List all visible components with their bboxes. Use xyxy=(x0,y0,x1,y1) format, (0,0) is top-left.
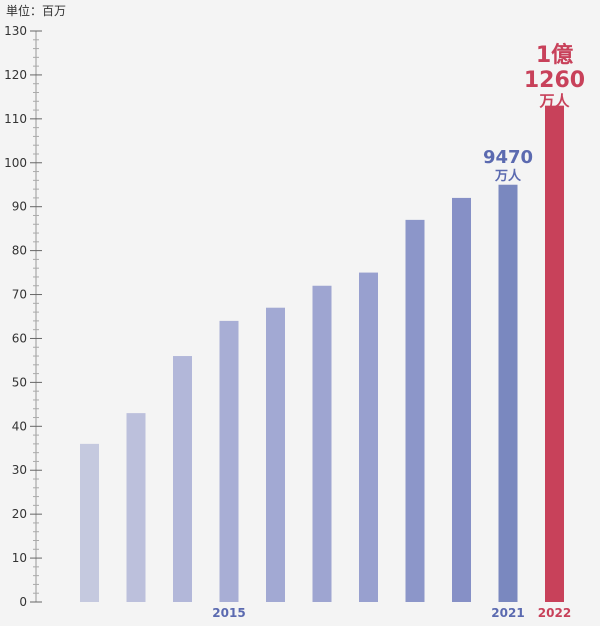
bar xyxy=(545,105,564,603)
y-tick-label: 110 xyxy=(4,112,27,126)
x-tick-label: 2022 xyxy=(538,606,571,620)
annotation-2022-unit: 万人 xyxy=(538,92,570,110)
y-tick-label: 40 xyxy=(12,419,27,433)
bar xyxy=(498,184,518,602)
y-tick-label: 70 xyxy=(12,288,27,302)
y-tick-label: 10 xyxy=(12,551,27,565)
annotation-2021-value: 9470 xyxy=(483,147,533,168)
bar xyxy=(80,443,99,602)
bar xyxy=(219,320,239,602)
y-tick-label: 90 xyxy=(12,200,27,214)
y-tick-label: 50 xyxy=(12,375,27,389)
y-tick-label: 100 xyxy=(4,156,27,170)
bar xyxy=(173,356,192,602)
bar xyxy=(359,272,378,602)
bar xyxy=(405,219,425,602)
y-tick-label: 30 xyxy=(12,463,27,477)
x-tick-labels: 2015 2021 2022 xyxy=(212,606,571,620)
annotation-2021-unit: 万人 xyxy=(494,168,522,184)
x-tick-label: 2021 xyxy=(491,606,524,620)
unit-label: 単位：百万 xyxy=(6,3,66,18)
bar xyxy=(452,197,471,602)
y-axis xyxy=(30,30,42,603)
y-tick-label: 60 xyxy=(12,331,27,345)
bars xyxy=(80,105,564,603)
y-tick-labels: 0 10 20 30 40 50 60 70 80 90 100 110 120 130 xyxy=(4,24,27,609)
annotation-2022-line1: 1億 xyxy=(536,42,573,68)
x-tick-label: 2015 xyxy=(212,606,245,620)
bar xyxy=(312,285,332,602)
bar xyxy=(126,413,146,602)
bar-annotations: 9470 万人 1億 1260 万人 xyxy=(483,42,585,184)
y-tick-label: 20 xyxy=(12,507,27,521)
y-tick-label: 120 xyxy=(4,68,27,82)
bar xyxy=(266,307,285,602)
y-tick-label: 80 xyxy=(12,244,27,258)
y-tick-label: 130 xyxy=(4,24,27,38)
y-tick-label: 0 xyxy=(19,595,27,609)
annotation-2022-line2: 1260 xyxy=(524,68,585,93)
